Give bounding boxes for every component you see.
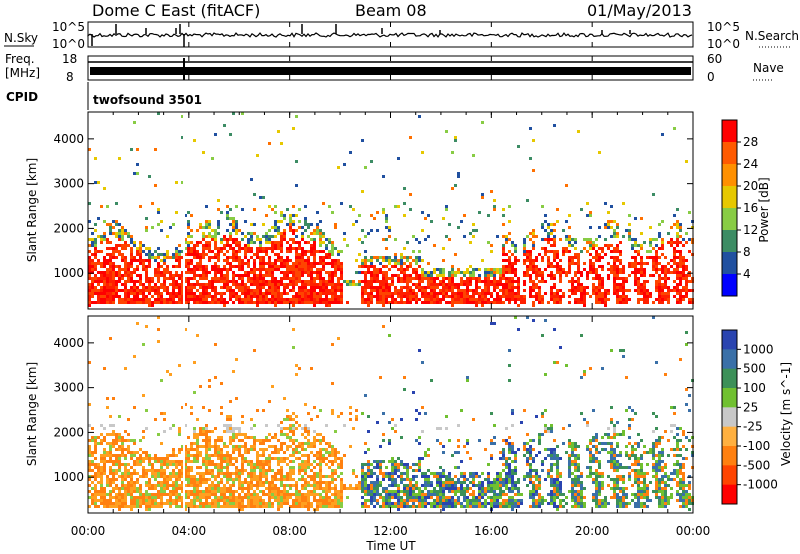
y-tick-label: 3000 xyxy=(53,177,84,191)
nsky-line xyxy=(87,32,693,38)
y-tick-label: 3000 xyxy=(53,381,84,395)
nave-tick-bottom: 0 xyxy=(707,70,715,84)
nave-label: Nave xyxy=(753,61,784,75)
x-tick-label: 16:00 xyxy=(474,524,509,538)
nsearch-tick-top: 10^5 xyxy=(707,20,740,34)
x-tick-label: 00:00 xyxy=(676,524,711,538)
colorbar-segment xyxy=(722,186,737,209)
power-colorbar-label: Power [dB] xyxy=(757,177,771,242)
velocity-ylabel: Slant Range [km] xyxy=(25,362,39,466)
colorbar-segment xyxy=(722,230,737,253)
colorbar-segment xyxy=(722,368,737,389)
velocity-colorbar-label: Velocity [m s^-1] xyxy=(779,362,793,466)
colorbar-tick-label: 500 xyxy=(743,362,766,376)
colorbar-segment xyxy=(722,208,737,231)
colorbar-segment xyxy=(722,407,737,428)
y-tick-label: 2000 xyxy=(53,425,84,439)
date-label: 01/May/2013 xyxy=(587,1,692,20)
power-heatmap xyxy=(88,112,694,309)
plot-title: Dome C East (fitACF) xyxy=(92,1,260,20)
colorbar-tick-label: 28 xyxy=(743,135,758,149)
colorbar-tick-label: -1000 xyxy=(743,478,778,492)
colorbar-segment xyxy=(722,349,737,370)
nave-tick-top: 60 xyxy=(707,52,722,66)
y-tick-label: 1000 xyxy=(53,470,84,484)
colorbar-segment xyxy=(722,484,737,505)
colorbar-segment xyxy=(722,388,737,408)
colorbar-tick-label: 24 xyxy=(743,157,758,171)
velocity-heatmap xyxy=(88,316,694,513)
nsearch-label: N.Search xyxy=(745,29,799,43)
colorbar-tick-label: 100 xyxy=(743,381,766,395)
colorbar-tick-label: 1000 xyxy=(743,342,774,356)
colorbar-segment xyxy=(722,142,737,165)
freq-trace xyxy=(88,58,693,80)
colorbar-tick-label: 4 xyxy=(743,267,751,281)
colorbar-segment xyxy=(722,465,737,486)
y-tick-label: 1000 xyxy=(53,266,84,280)
colorbar-segment xyxy=(722,164,737,187)
colorbar-tick-label: -500 xyxy=(743,458,770,472)
freq-tick-bottom: 8 xyxy=(66,70,74,84)
cpid-label: CPID xyxy=(6,90,38,104)
colorbar-tick-label: 16 xyxy=(743,201,758,215)
y-tick-label: 2000 xyxy=(53,221,84,235)
colorbar-segment xyxy=(722,446,737,466)
nsearch-tick-bottom: 10^0 xyxy=(707,37,740,51)
velocity-colorbar: 1000 500 100 25 -25 -100 -500 -1000 xyxy=(721,329,778,505)
colorbar-segment xyxy=(722,120,737,143)
x-tick-label: 20:00 xyxy=(575,524,610,538)
x-tick-label: 08:00 xyxy=(272,524,307,538)
nsky-trace xyxy=(87,24,693,47)
freq-tick-top: 18 xyxy=(62,52,77,66)
cpid-value: twofsound 3501 xyxy=(93,93,202,107)
colorbar-tick-label: -100 xyxy=(743,439,770,453)
freq-units: [MHz] xyxy=(5,66,40,80)
colorbar-segment xyxy=(722,330,737,350)
nsky-tick-bottom: 10^0 xyxy=(52,37,85,51)
colorbar-segment xyxy=(722,252,737,275)
power-colorbar: 28 24 20 16 12 8 4 xyxy=(721,119,758,297)
colorbar-tick-label: 20 xyxy=(743,179,758,193)
nsky-label: N.Sky xyxy=(4,31,38,45)
colorbar-frame xyxy=(721,329,738,505)
colorbar-segment xyxy=(722,274,737,297)
colorbar-tick-label: 8 xyxy=(743,245,751,259)
x-tick-label: 00:00 xyxy=(71,524,106,538)
colorbar-tick-label: 12 xyxy=(743,223,758,237)
power-ylabel: Slant Range [km] xyxy=(25,158,39,262)
colorbar-tick-label: 25 xyxy=(743,400,758,414)
x-tick-label: 04:00 xyxy=(172,524,207,538)
freq-label: Freq. xyxy=(5,52,35,66)
x-tick-label: 12:00 xyxy=(373,524,408,538)
colorbar-tick-label: -25 xyxy=(743,420,763,434)
y-tick-label: 4000 xyxy=(53,336,84,350)
beam-label: Beam 08 xyxy=(355,1,427,20)
colorbar-segment xyxy=(722,426,737,447)
nave-band xyxy=(90,67,691,75)
nsky-tick-top: 10^5 xyxy=(52,20,85,34)
x-axis-label: Time UT xyxy=(365,539,416,553)
y-tick-label: 4000 xyxy=(53,132,84,146)
